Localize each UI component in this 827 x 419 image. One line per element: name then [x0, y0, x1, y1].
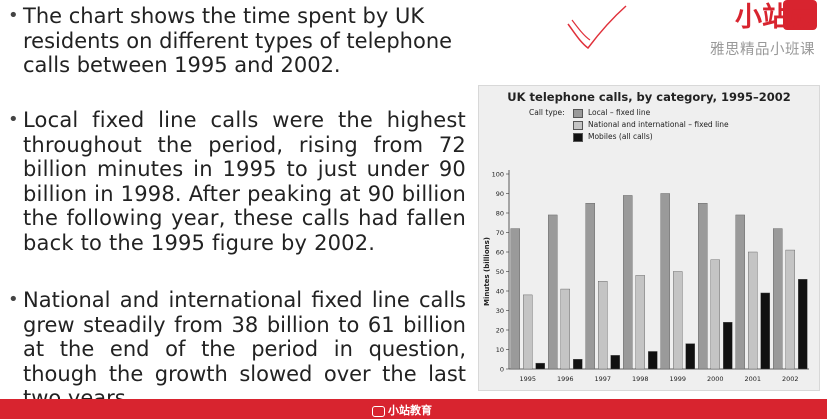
chart-panel: UK telephone calls, by category, 1995–20…: [478, 85, 820, 391]
bar-2002-series-0: [773, 228, 783, 370]
footer-logo: 小站教育: [372, 402, 432, 418]
legend-item-local: Local – fixed line: [573, 108, 650, 118]
x-tick-label: 1995: [519, 375, 536, 383]
y-tick-label: 70: [496, 229, 504, 237]
bar-chart-plot: 0 10 20 30 40 50 60 70 80 90 100 Minutes (billions)…: [483, 170, 809, 383]
legend-swatch-local: [573, 108, 583, 118]
y-tick-label: 0: [500, 366, 504, 374]
footer-logo-text: 小站教育: [388, 404, 432, 417]
x-tick-label: 1998: [632, 375, 649, 383]
footer-logo-icon: [372, 405, 385, 417]
x-tick-label: 1999: [669, 375, 686, 383]
bar-1997-series-1: [598, 281, 608, 370]
bullet-marker: •: [8, 5, 19, 26]
bar-1999-series-2: [685, 343, 695, 370]
y-tick-label: 60: [496, 249, 504, 257]
x-tick-label: 2002: [782, 375, 799, 383]
brand-logo-text: 小站赢: [735, 1, 816, 32]
paragraph-1: • The chart shows the time spent by UK r…: [8, 4, 466, 78]
brand-subtitle: 雅思精品小班课: [710, 42, 815, 58]
y-tick-label: 100: [492, 171, 504, 179]
bar-2002-series-2: [798, 279, 808, 370]
paragraph-2-text: Local fixed line calls were the highest …: [23, 108, 466, 255]
bar-2001-series-2: [760, 292, 770, 370]
legend-item-mobiles: Mobiles (all calls): [573, 132, 653, 142]
bar-1998-series-2: [648, 351, 658, 370]
y-tick-label: 90: [496, 190, 504, 198]
x-tick-label: 1996: [557, 375, 574, 383]
bar-2001-series-0: [735, 214, 745, 370]
bar-2000-series-0: [698, 203, 708, 370]
bar-1996-series-2: [573, 359, 583, 370]
bar-1997-series-2: [610, 355, 620, 370]
bar-1996-series-1: [560, 288, 570, 370]
x-tick-label: 1997: [594, 375, 611, 383]
bar-1997-series-0: [585, 203, 595, 370]
y-tick-label: 80: [496, 210, 504, 218]
legend-label-local: Local – fixed line: [588, 108, 651, 117]
x-tick-label: 2001: [744, 375, 761, 383]
brand-logo-mark: 小站赢: [735, 0, 817, 32]
legend-title: Call type:: [529, 108, 565, 117]
y-tick-label: 30: [496, 307, 504, 315]
chart-title: UK telephone calls, by category, 1995–20…: [507, 90, 791, 104]
bullet-marker: •: [8, 289, 19, 310]
y-tick-label: 20: [496, 327, 504, 335]
bullet-marker: •: [8, 109, 19, 130]
y-tick-label: 10: [496, 346, 504, 354]
paragraph-3-text: National and international fixed line ca…: [23, 288, 466, 410]
y-tick-label: 40: [496, 288, 504, 296]
bar-2000-series-2: [723, 321, 733, 370]
footer-bar: 小站教育: [0, 399, 827, 419]
paragraph-3: • National and international fixed line …: [8, 288, 466, 411]
bar-1998-series-1: [635, 275, 645, 370]
bar-2000-series-1: [710, 259, 720, 370]
paragraph-1-text: The chart shows the time spent by UK res…: [23, 4, 453, 77]
legend-swatch-national: [573, 120, 583, 130]
hand-drawn-check-annotation: [567, 5, 627, 50]
y-tick-label: 50: [496, 268, 504, 276]
y-axis-label: Minutes (billions): [483, 237, 491, 306]
bar-1999-series-0: [660, 193, 670, 370]
bar-2001-series-1: [748, 251, 758, 370]
bar-1995-series-0: [510, 228, 520, 370]
x-tick-label: 2000: [707, 375, 724, 383]
legend-swatch-mobiles: [573, 132, 583, 142]
bar-2002-series-1: [785, 249, 795, 370]
legend-label-national: National and international – fixed line: [588, 120, 729, 129]
legend-label-mobiles: Mobiles (all calls): [588, 132, 653, 141]
paragraph-2: • Local fixed line calls were the highes…: [8, 108, 466, 255]
legend-item-national: National and international – fixed line: [573, 120, 729, 130]
bar-1995-series-2: [535, 362, 545, 370]
brand-logo: 小站赢 雅思精品小班课: [651, 0, 821, 70]
bar-1996-series-0: [548, 214, 558, 370]
bar-1995-series-1: [523, 294, 533, 370]
bar-1999-series-1: [673, 271, 683, 370]
bar-1998-series-0: [623, 195, 633, 370]
